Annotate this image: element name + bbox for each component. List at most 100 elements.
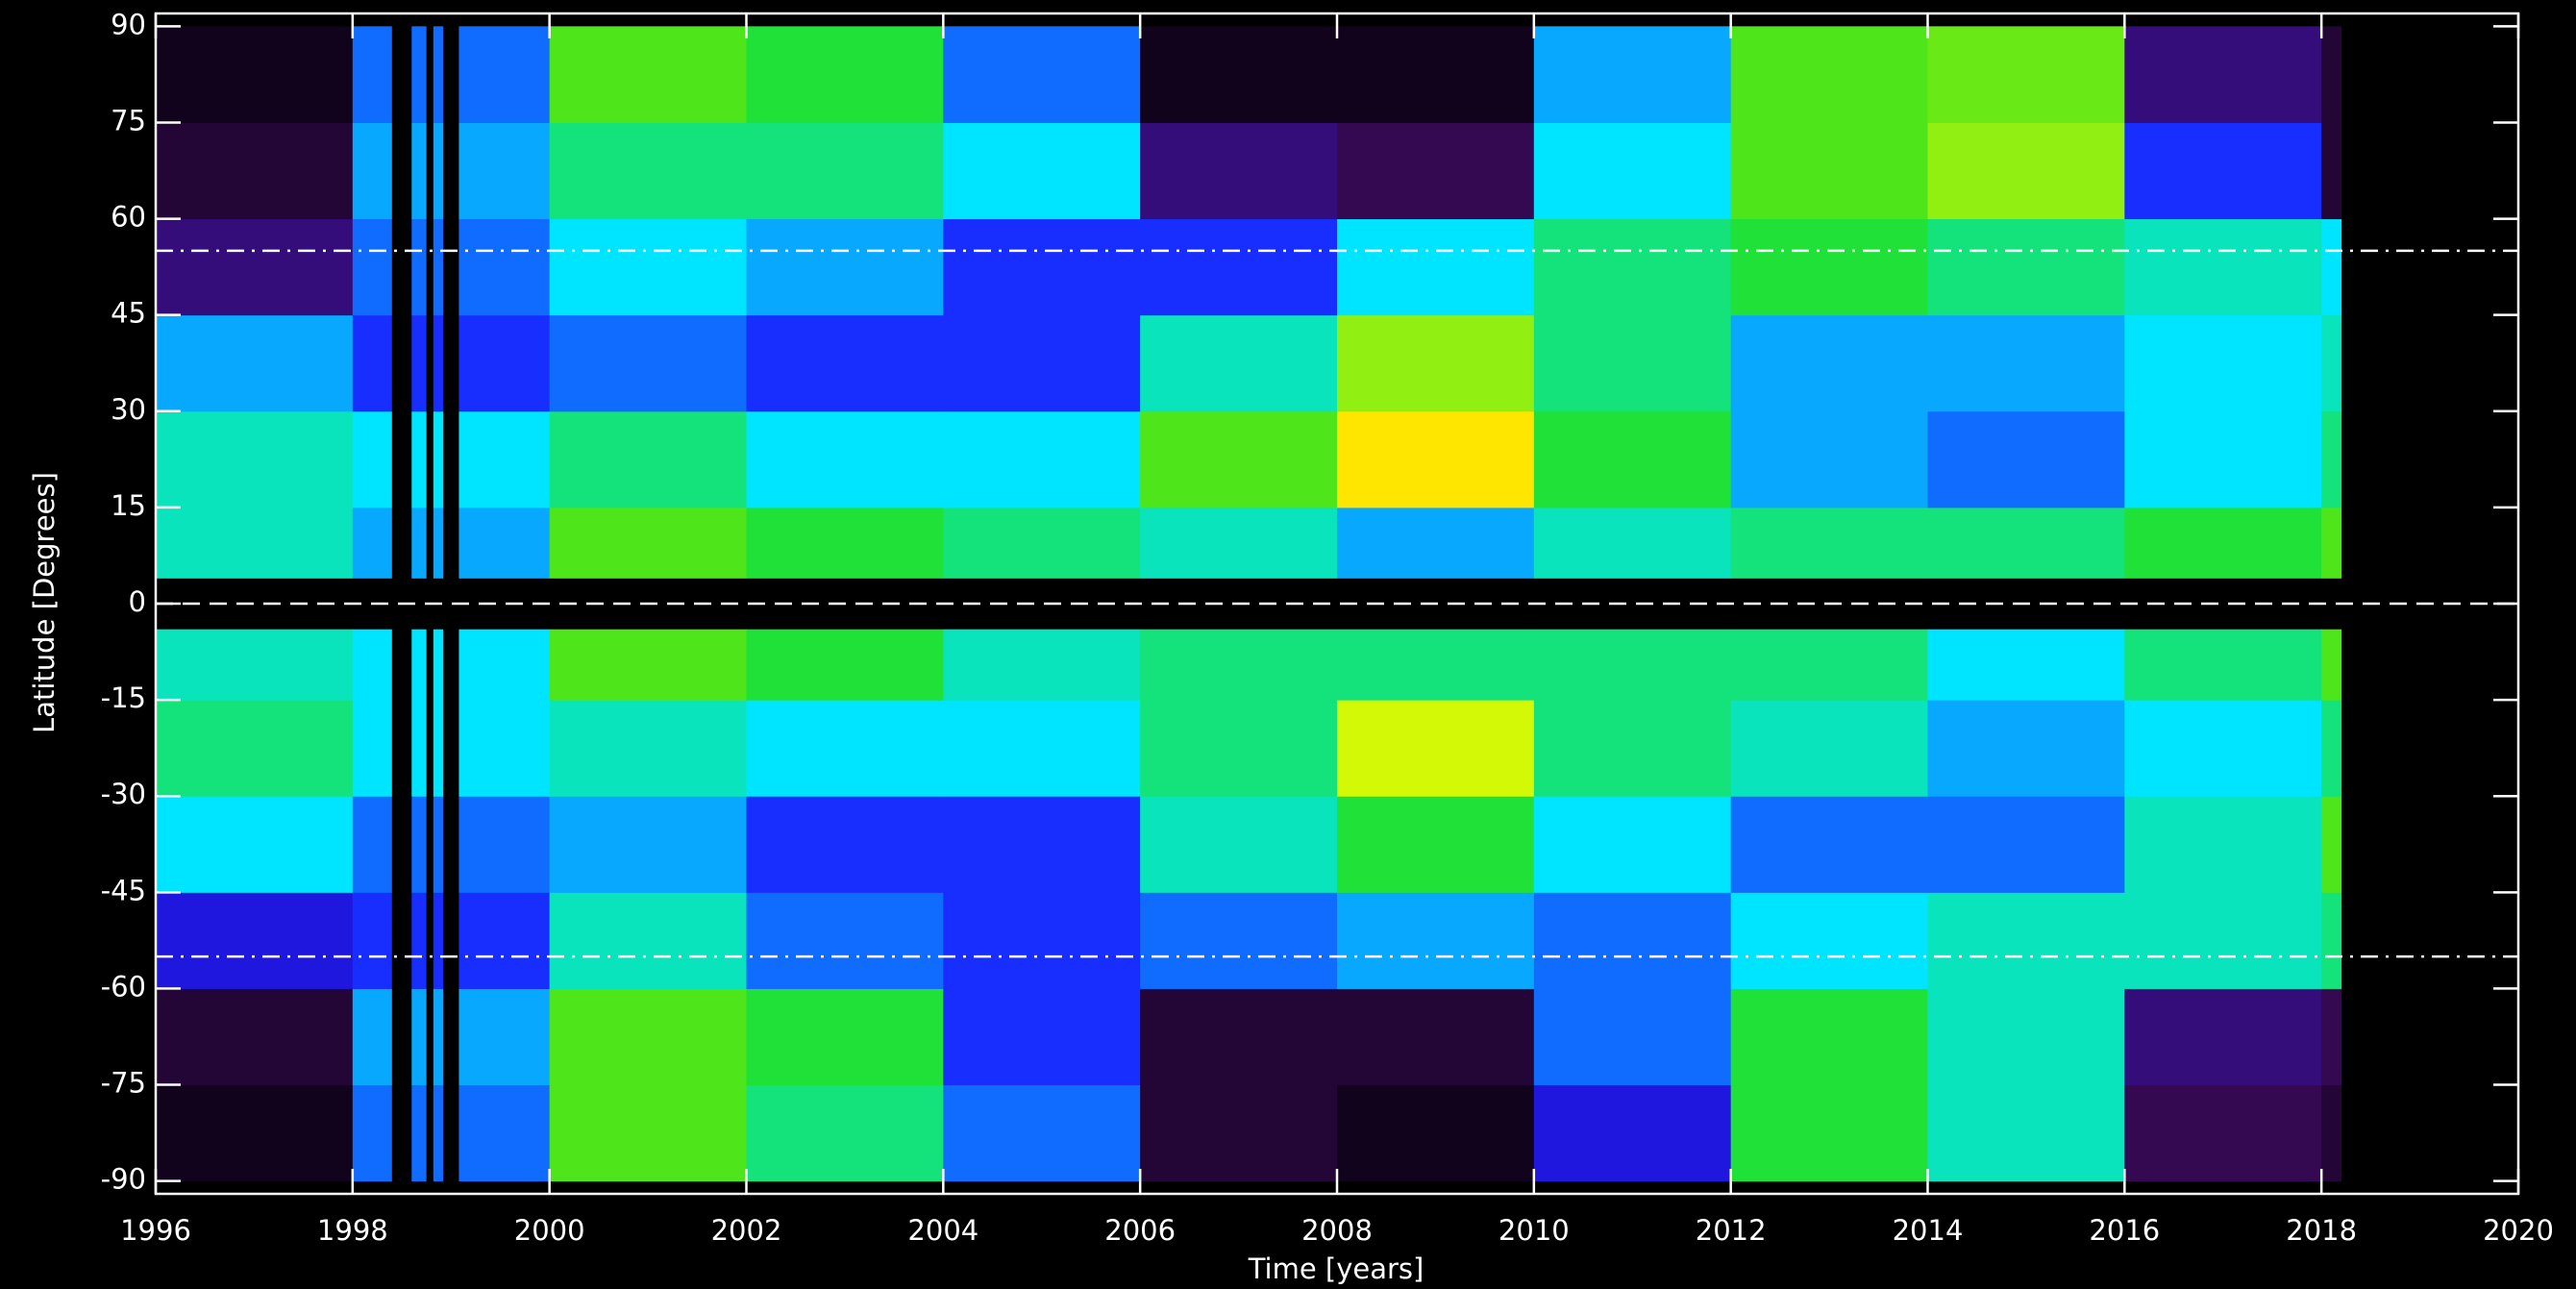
heatmap-cell	[1927, 988, 2125, 1086]
heatmap-cell	[549, 700, 747, 797]
heatmap-cell	[1730, 892, 1928, 989]
heatmap-cell	[1533, 218, 1732, 316]
heatmap-cell	[746, 796, 944, 893]
heatmap-cell	[2124, 122, 2322, 220]
heatmap-cell	[2124, 1084, 2322, 1182]
heatmap-cell	[1337, 796, 1535, 893]
x-tick-label: 2012	[1696, 1214, 1767, 1247]
heatmap-cell	[1533, 988, 1732, 1086]
heatmap-cell	[943, 700, 1141, 797]
heatmap-cell	[1533, 629, 1732, 701]
heatmap-cell	[1730, 700, 1928, 797]
heatmap-cell	[2124, 26, 2322, 123]
heatmap-cell	[1730, 314, 1928, 412]
heatmap-cell	[943, 507, 1141, 579]
heatmap-cell	[2321, 507, 2342, 579]
y-tick-label: 15	[111, 489, 146, 522]
y-tick-label: 0	[129, 585, 146, 618]
heatmap-cell	[1927, 892, 2125, 989]
x-tick-label: 2018	[2286, 1214, 2357, 1247]
x-tick-label: 2014	[1893, 1214, 1964, 1247]
heatmap-cell	[549, 410, 747, 508]
heatmap-cell	[1140, 700, 1338, 797]
heatmap-cell	[156, 700, 354, 797]
heatmap-cell	[156, 629, 354, 701]
heatmap-cell	[1730, 122, 1928, 220]
heatmap-cell	[156, 796, 354, 893]
heatmap-cell	[1927, 314, 2125, 412]
heatmap-cell	[549, 314, 747, 412]
heatmap-cell	[2124, 988, 2322, 1086]
heatmap-cell	[2124, 700, 2322, 797]
heatmap-cell	[746, 314, 944, 412]
heatmap-cell	[746, 507, 944, 579]
y-tick-label: -45	[101, 874, 146, 906]
heatmap-cell	[746, 1084, 944, 1182]
heatmap-cell	[156, 1084, 354, 1182]
y-tick-label: -15	[101, 682, 146, 714]
heatmap-cell	[1140, 26, 1338, 123]
x-tick-label: 1998	[317, 1214, 388, 1247]
heatmap-cell	[2321, 988, 2342, 1086]
x-tick-label: 2006	[1104, 1214, 1176, 1247]
heatmap-cell	[1140, 218, 1338, 316]
heatmap-cell	[2321, 122, 2342, 220]
y-tick-label: -90	[101, 1163, 146, 1196]
heatmap-cell	[746, 410, 944, 508]
heatmap-cell	[1730, 507, 1928, 579]
heatmap-cell	[549, 796, 747, 893]
heatmap-cell	[1533, 122, 1732, 220]
heatmap-cell	[943, 796, 1141, 893]
heatmap-cell	[1730, 218, 1928, 316]
heatmap-cell	[746, 988, 944, 1086]
heatmap-cell	[1337, 700, 1535, 797]
heatmap-cell	[1140, 1084, 1338, 1182]
heatmap-cell	[1337, 629, 1535, 701]
heatmap-cell	[2321, 218, 2342, 316]
heatmap-cell	[1533, 1084, 1732, 1182]
heatmap-cell	[943, 410, 1141, 508]
heatmap-cell	[2321, 26, 2342, 123]
heatmap-cell	[2321, 629, 2342, 701]
heatmap-cell	[1140, 988, 1338, 1086]
heatmap-cell	[746, 26, 944, 123]
heatmap-cell	[1140, 507, 1338, 579]
heatmap-cell	[1927, 26, 2125, 123]
heatmap-cell	[1337, 892, 1535, 989]
x-tick-label: 2004	[907, 1214, 978, 1247]
heatmap-cell	[1533, 314, 1732, 412]
y-tick-label: 30	[111, 393, 146, 426]
heatmap-cell	[746, 892, 944, 989]
data-gap	[443, 13, 459, 1194]
heatmap-cell	[1927, 629, 2125, 701]
heatmap-cell	[549, 122, 747, 220]
x-tick-label: 2020	[2483, 1214, 2554, 1247]
y-tick-label: 45	[111, 297, 146, 330]
heatmap-cell	[2321, 892, 2342, 989]
heatmap	[156, 26, 2342, 1182]
heatmap-cell	[2124, 796, 2322, 893]
heatmap-cell	[1140, 892, 1338, 989]
heatmap-cell	[943, 629, 1141, 701]
heatmap-cell	[156, 507, 354, 579]
y-tick-label: 90	[111, 8, 146, 40]
x-axis-label: Time [years]	[1248, 1252, 1424, 1285]
y-tick-label: -75	[101, 1067, 146, 1100]
heatmap-cell	[1533, 26, 1732, 123]
heatmap-cell	[1730, 26, 1928, 123]
heatmap-cell	[2124, 314, 2322, 412]
heatmap-cell	[1927, 700, 2125, 797]
heatmap-cell	[1533, 410, 1732, 508]
y-tick-label: -30	[101, 778, 146, 810]
heatmap-cell	[1533, 796, 1732, 893]
heatmap-cell	[549, 629, 747, 701]
x-tick-label: 1996	[120, 1214, 191, 1247]
heatmap-cell	[549, 26, 747, 123]
heatmap-cell	[746, 700, 944, 797]
heatmap-cell	[2321, 410, 2342, 508]
heatmap-cell	[746, 218, 944, 316]
heatmap-cell	[2124, 410, 2322, 508]
heatmap-cell	[943, 218, 1141, 316]
